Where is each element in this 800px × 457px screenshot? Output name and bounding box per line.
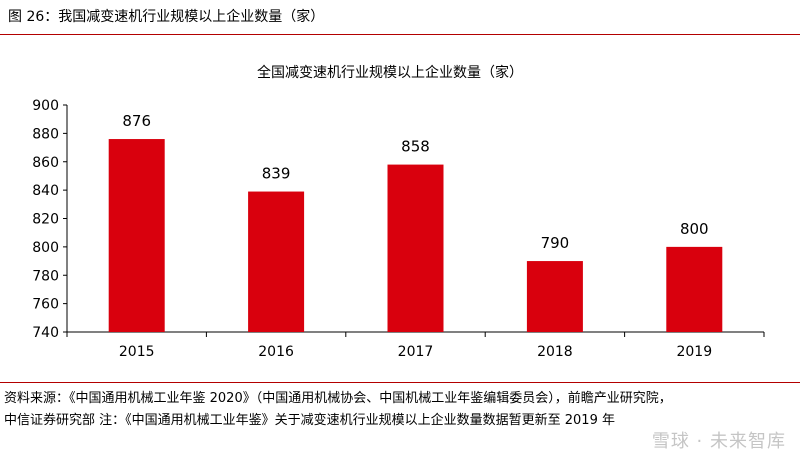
bar-chart: 全国减变速机行业规模以上企业数量（家） 740 760 780 800 820 840 86… — [32, 64, 765, 360]
y-axis: 740 760 780 800 820 840 860 880 900 — [32, 98, 68, 341]
bar-2016 — [248, 191, 305, 332]
data-label-2017: 858 — [401, 138, 430, 156]
x-tick-label-2017: 2017 — [398, 344, 434, 360]
data-label-2015: 876 — [122, 112, 151, 130]
y-tick-label: 880 — [32, 126, 59, 142]
data-label-2019: 800 — [680, 220, 709, 238]
x-tick-label-2016: 2016 — [258, 344, 294, 360]
y-tick-label: 820 — [32, 212, 59, 228]
y-tick-label: 800 — [32, 240, 59, 256]
source-note: 资料来源：《中国通用机械工业年鉴 2020》（中国通用机械协会、中国机械工业年鉴… — [0, 382, 800, 432]
watermark: 雪球 · 未来智库 — [651, 431, 786, 452]
data-label-2018: 790 — [541, 234, 570, 252]
y-tick-label: 860 — [32, 155, 59, 171]
bars — [108, 139, 723, 332]
x-tick-label-2019: 2019 — [676, 344, 712, 360]
bar-2017 — [387, 164, 444, 332]
y-tick-label: 760 — [32, 297, 59, 313]
x-tick-label-2015: 2015 — [119, 344, 155, 360]
bar-2018 — [526, 261, 583, 332]
y-tick-label: 840 — [32, 183, 59, 199]
chart-title: 全国减变速机行业规模以上企业数量（家） — [257, 64, 523, 81]
bar-2019 — [666, 246, 723, 332]
y-tick-label: 780 — [32, 268, 59, 284]
x-tick-label-2018: 2018 — [537, 344, 573, 360]
data-labels: 876 839 858 790 800 — [122, 112, 708, 252]
source-line-1: 资料来源：《中国通用机械工业年鉴 2020》（中国通用机械协会、中国机械工业年鉴… — [4, 391, 672, 406]
bar-2015 — [108, 139, 165, 332]
y-tick-label: 740 — [32, 325, 59, 341]
figure-header: 图 26：我国减变速机行业规模以上企业数量（家） — [0, 0, 800, 35]
x-axis: 2015 2016 2017 2018 2019 — [66, 331, 765, 360]
data-label-2016: 839 — [262, 165, 291, 183]
source-line-2: 中信证券研究部 注：《中国通用机械工业年鉴》关于减变速机行业规模以上企业数量数据… — [4, 413, 615, 428]
y-tick-label: 900 — [32, 98, 59, 114]
figure-label: 图 26：我国减变速机行业规模以上企业数量（家） — [8, 9, 325, 25]
